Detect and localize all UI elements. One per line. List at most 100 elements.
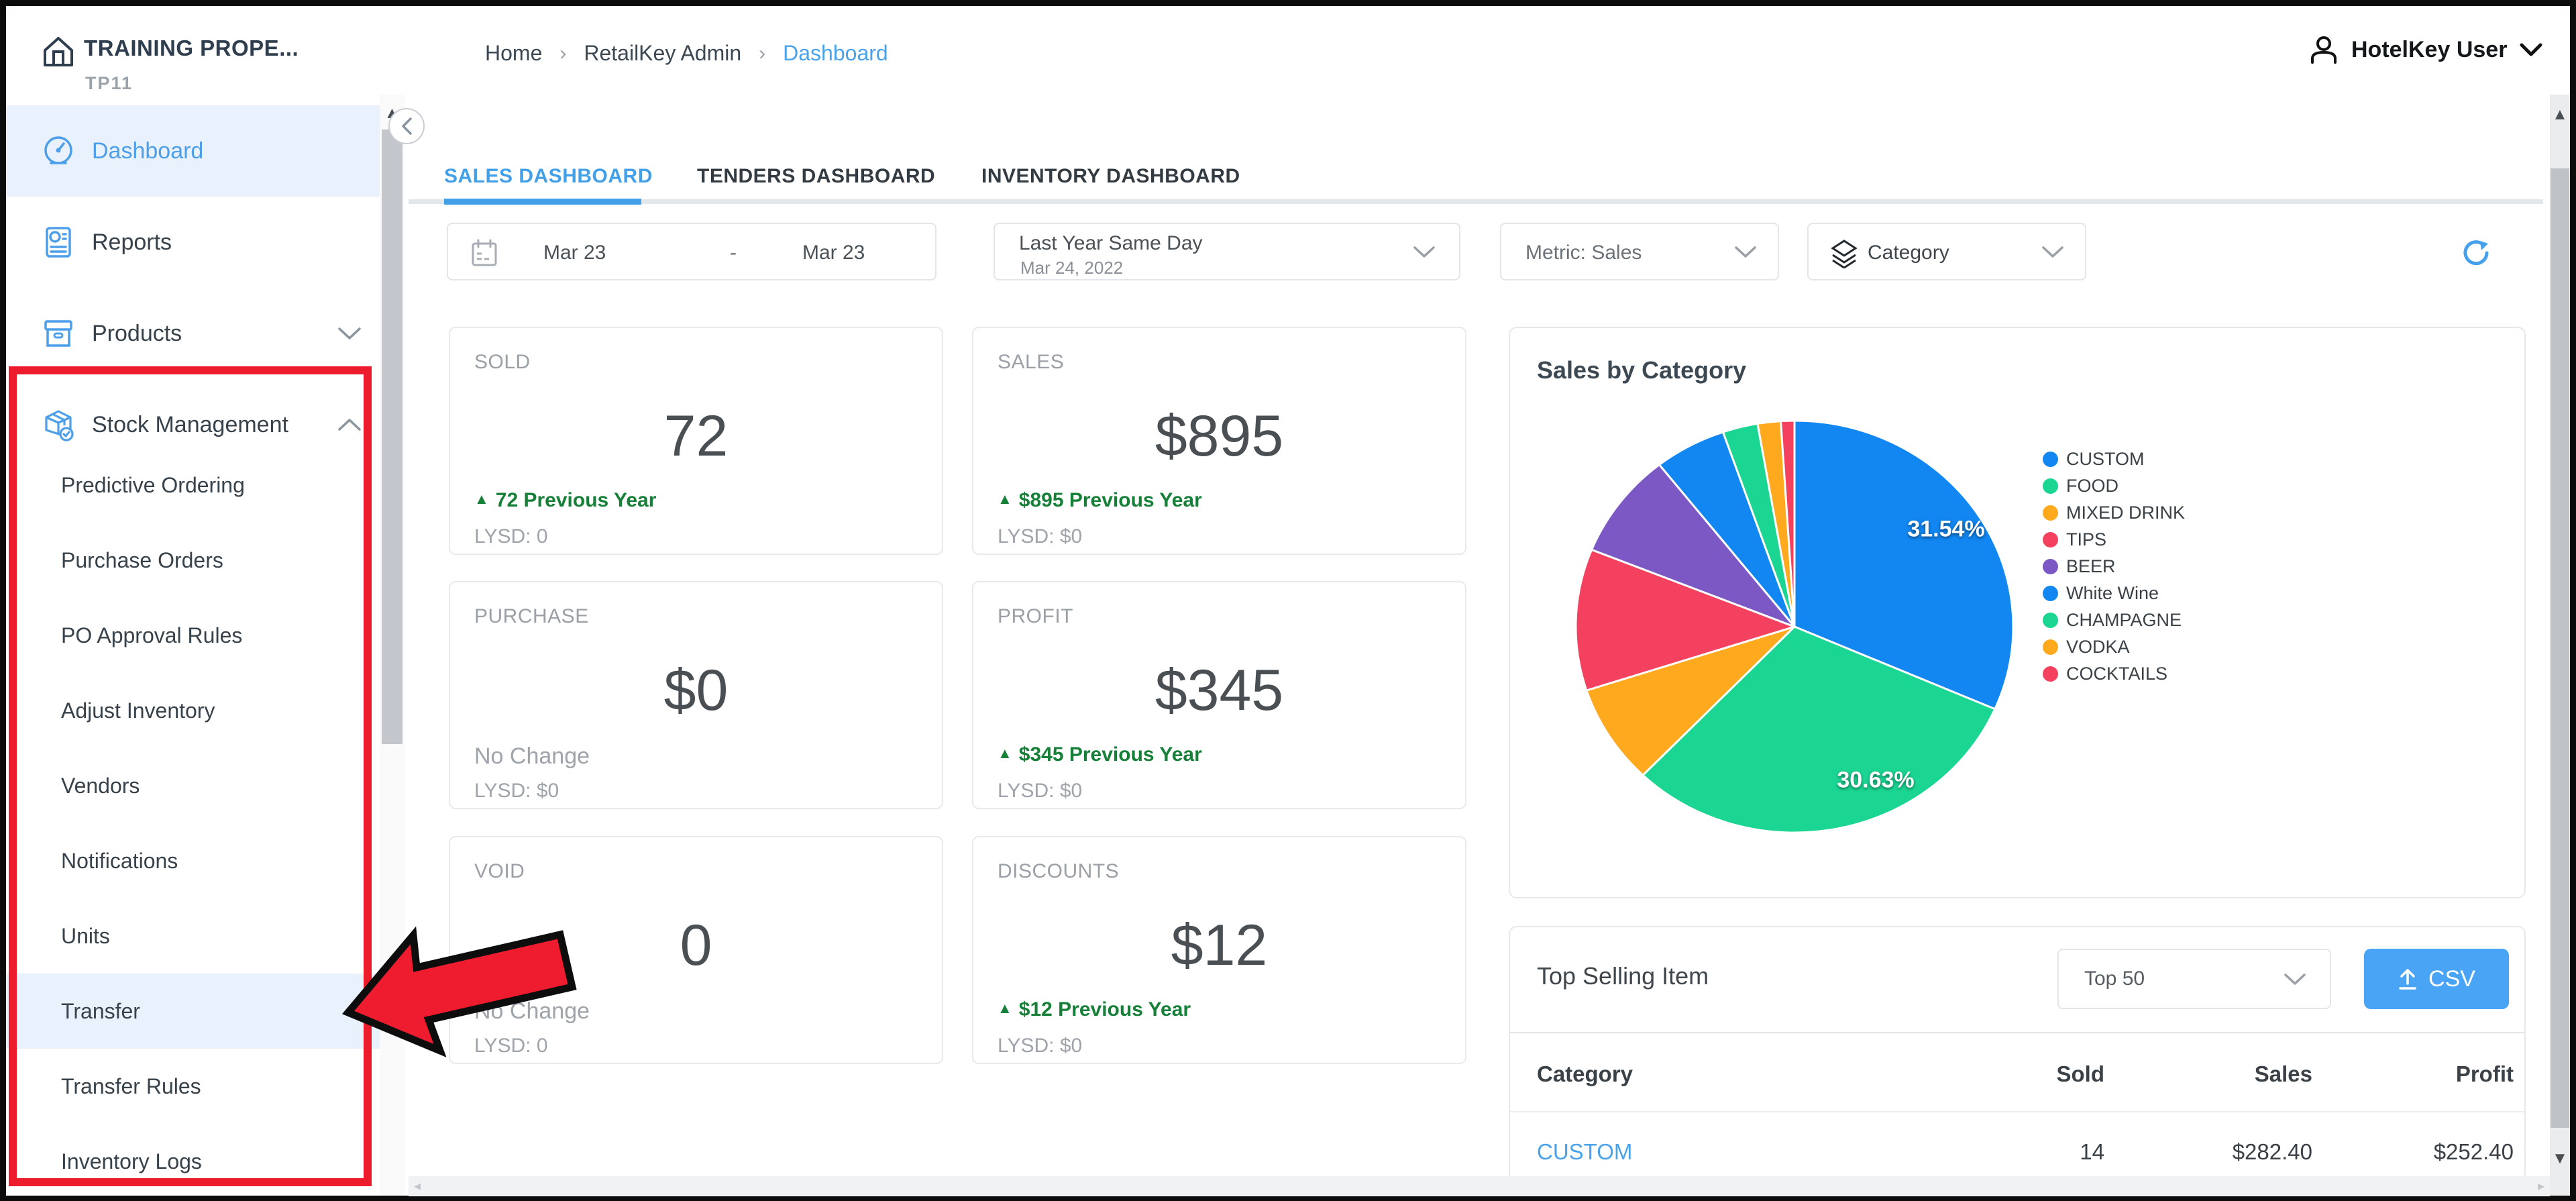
main-vertical-scrollbar[interactable]: ▲ ▼: [2550, 95, 2570, 1196]
grouping-dropdown[interactable]: Category: [1807, 223, 2086, 280]
legend-label: TIPS: [2066, 529, 2107, 550]
user-menu[interactable]: HotelKey User: [2308, 34, 2543, 65]
legend-dot: [2043, 452, 2058, 467]
sidebar-subitem-label: Notifications: [61, 848, 178, 873]
legend-dot: [2043, 532, 2058, 547]
scroll-right-icon[interactable]: ▸: [2537, 1179, 2544, 1194]
legend-label: BEER: [2066, 556, 2116, 576]
sidebar-subitem-label: Inventory Logs: [61, 1149, 202, 1173]
tab-underline-track: [409, 199, 2543, 204]
top-limit-value: Top 50: [2084, 968, 2145, 990]
up-triangle-icon: ▲: [474, 490, 489, 507]
main-horizontal-scrollbar[interactable]: ◂ ▸: [409, 1176, 2550, 1196]
sidebar-item-inventory-logs[interactable]: Inventory Logs: [6, 1124, 380, 1199]
up-triangle-icon: ▲: [998, 1000, 1012, 1016]
legend-item: White Wine: [2043, 583, 2159, 604]
sidebar-subitem-label: Transfer Rules: [61, 1074, 201, 1098]
table-cell-category[interactable]: CUSTOM: [1537, 1139, 1633, 1164]
kpi-card-purchase: PURCHASE $0 ▲No Change LYSD: $0: [449, 581, 943, 809]
chevron-down-icon: [2042, 246, 2063, 258]
breadcrumb-separator-icon: ›: [759, 42, 766, 64]
upload-icon: [2399, 969, 2416, 990]
legend-dot: [2043, 639, 2058, 655]
sidebar-item-products[interactable]: Products: [6, 288, 380, 379]
legend-item: COCKTAILS: [2043, 664, 2167, 684]
scroll-down-icon[interactable]: ▼: [2552, 1149, 2568, 1167]
sidebar-item-vendors[interactable]: Vendors: [6, 748, 380, 823]
kpi-title: PURCHASE: [474, 605, 589, 627]
date-range-picker[interactable]: Mar 23 - Mar 23: [447, 223, 936, 280]
sidebar-item-predictive-ordering[interactable]: Predictive Ordering: [6, 448, 380, 523]
chevron-down-icon: [2284, 974, 2306, 985]
sidebar-item-units[interactable]: Units: [6, 898, 380, 974]
date-start-value[interactable]: Mar 23: [543, 242, 606, 264]
kpi-delta: ▲No Change: [474, 743, 590, 769]
legend-item: BEER: [2043, 556, 2116, 577]
legend-item: CUSTOM: [2043, 449, 2145, 470]
breadcrumb: Home › RetailKey Admin › Dashboard: [485, 41, 888, 66]
kpi-title: SOLD: [474, 351, 531, 373]
sidebar-collapse-button[interactable]: [388, 108, 425, 144]
sidebar-subitem-label: Units: [61, 923, 110, 948]
legend-dot: [2043, 666, 2058, 682]
comparison-period-dropdown[interactable]: Last Year Same Day Mar 24, 2022: [994, 223, 1460, 280]
kpi-delta: ▲ $895 Previous Year: [998, 489, 1202, 511]
breadcrumb-section[interactable]: RetailKey Admin: [584, 41, 742, 65]
sidebar-item-po-approval-rules[interactable]: PO Approval Rules: [6, 598, 380, 673]
calendar-icon: [472, 239, 497, 266]
legend-item: VODKA: [2043, 637, 2130, 658]
sidebar-item-adjust-inventory[interactable]: Adjust Inventory: [6, 673, 380, 748]
tab-sales-dashboard[interactable]: SALES DASHBOARD: [444, 165, 653, 187]
main-content: SALES DASHBOARD TENDERS DASHBOARD INVENT…: [405, 95, 2550, 1196]
sidebar-scrollbar-thumb[interactable]: [382, 129, 402, 744]
property-title[interactable]: TRAINING PROPE...: [84, 36, 299, 60]
home-logo-icon: [44, 37, 73, 66]
grouping-value: Category: [1868, 242, 1949, 264]
main-scrollbar-thumb[interactable]: [2551, 168, 2569, 1128]
scroll-up-icon[interactable]: ▲: [2552, 105, 2568, 123]
kpi-card-sold: SOLD 72 ▲ 72 Previous Year LYSD: 0: [449, 327, 943, 555]
sidebar-scrollbar[interactable]: ▲: [380, 95, 405, 1196]
sidebar-item-transfer-rules[interactable]: Transfer Rules: [6, 1049, 380, 1124]
sidebar-item-dashboard[interactable]: Dashboard: [6, 105, 380, 197]
table-cell-sales: $282.40: [2232, 1139, 2312, 1164]
kpi-delta: ▲ $12 Previous Year: [998, 998, 1191, 1021]
metric-value: Metric: Sales: [1525, 242, 1642, 264]
kpi-lysd: LYSD: 0: [474, 1035, 548, 1057]
kpi-delta: ▲ $345 Previous Year: [998, 743, 1202, 766]
legend-label: VODKA: [2066, 637, 2130, 657]
tab-tenders-dashboard[interactable]: TENDERS DASHBOARD: [697, 165, 936, 187]
kpi-title: PROFIT: [998, 605, 1073, 627]
kpi-title: SALES: [998, 351, 1065, 373]
legend-item: FOOD: [2043, 476, 2118, 497]
export-csv-button[interactable]: CSV: [2364, 949, 2509, 1009]
breadcrumb-separator-icon: ›: [559, 42, 567, 64]
pie-chart[interactable]: [1510, 328, 2087, 900]
active-tab-underline: [444, 199, 641, 205]
sidebar-item-reports[interactable]: Reports: [6, 197, 380, 288]
sidebar-item-stock-management[interactable]: Stock Management: [6, 379, 380, 470]
tab-inventory-dashboard[interactable]: INVENTORY DASHBOARD: [981, 165, 1240, 187]
chevron-down-icon: [1413, 246, 1435, 258]
col-header-sold: Sold: [2056, 1061, 2105, 1086]
sidebar-subitem-label: PO Approval Rules: [61, 623, 243, 647]
kpi-lysd: LYSD: $0: [474, 780, 559, 802]
legend-item: TIPS: [2043, 529, 2106, 550]
breadcrumb-home[interactable]: Home: [485, 41, 543, 65]
date-end-value[interactable]: Mar 23: [802, 242, 865, 264]
kpi-title: DISCOUNTS: [998, 860, 1120, 882]
top-limit-dropdown[interactable]: Top 50: [2057, 949, 2331, 1009]
table-cell-sold: 14: [2080, 1139, 2104, 1164]
stock-package-icon: [45, 410, 74, 441]
csv-button-label: CSV: [2428, 965, 2475, 992]
sidebar-item-notifications[interactable]: Notifications: [6, 823, 380, 898]
kpi-lysd: LYSD: $0: [998, 525, 1083, 547]
refresh-icon[interactable]: [2459, 236, 2493, 270]
kpi-card-sales: SALES $895 ▲ $895 Previous Year LYSD: $0: [972, 327, 1466, 555]
sidebar-item-purchase-orders[interactable]: Purchase Orders: [6, 523, 380, 598]
scroll-left-icon[interactable]: ◂: [414, 1179, 421, 1194]
sidebar-nav: Dashboard Reports Products: [6, 95, 380, 1196]
table-divider: [1510, 1111, 2524, 1112]
metric-dropdown[interactable]: Metric: Sales: [1500, 223, 1779, 280]
sidebar-item-transfer[interactable]: Transfer: [6, 974, 380, 1049]
